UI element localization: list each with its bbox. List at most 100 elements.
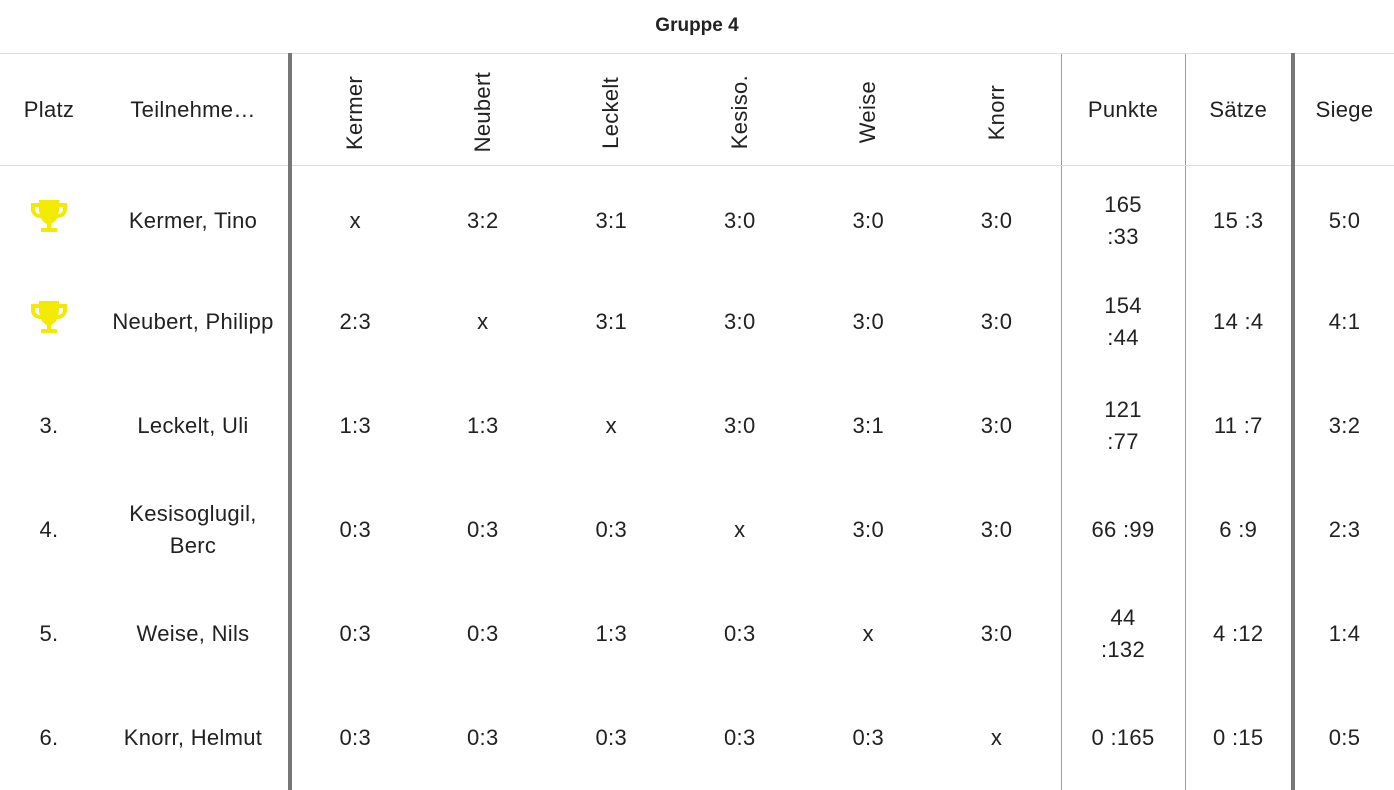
match-result: 3:0 [980,207,1013,233]
platz-cell: 4. [39,516,59,542]
punkte-cell: 154 :44 [1060,269,1185,374]
match-result: 3:1 [852,412,884,438]
header-opponent-1: Kermer [288,53,419,166]
platz-cell [0,166,98,270]
punkte-cell: 0 :165 [1060,685,1185,790]
header-platz: Platz [0,53,98,166]
group-title: Gruppe 4 [655,15,739,36]
match-result: 0:3 [288,477,419,582]
match-result: 3:0 [852,308,884,334]
match-result: 0:3 [724,724,756,750]
header-punkte: Punkte [1060,53,1185,166]
header-opponent-4: Kesiso. [675,53,804,166]
match-result: x [734,516,746,542]
match-result: 0:3 [852,724,884,750]
match-result: x [288,165,419,270]
table-row: Kermer, Tino x 3:2 3:1 3:0 3:0 3:0 165 :33 15 :3… [0,165,1394,270]
match-result: x [605,412,617,438]
header-opponent-2: Neubert [418,53,547,166]
participant-name: Kermer, Tino [128,207,258,233]
siege-cell: 5:0 [1291,165,1394,270]
participant-name: Knorr, Helmut [123,724,263,750]
saetze-cell: 0 :15 [1184,685,1293,790]
header-teilnehmer: Teilnehme… [98,53,290,166]
participant-name: Neubert, Philipp [112,308,274,334]
siege-cell: 4:1 [1291,269,1394,374]
saetze-cell: 11 :7 [1184,373,1293,478]
header-opponent-3: Leckelt [547,53,676,166]
saetze-cell: 15 :3 [1184,165,1293,270]
participant-name: Leckelt, Uli [137,412,249,438]
header-opponent-label: Weise [855,81,881,144]
match-result: 3:0 [852,516,884,542]
match-result: 0:3 [467,516,499,542]
header-opponent-5: Weise [804,53,933,166]
match-result: 1:3 [288,373,419,478]
match-result: 0:3 [288,581,419,686]
platz-cell [0,270,98,374]
match-result: x [990,724,1003,750]
match-result: 0:3 [467,620,499,646]
header-opponent-label: Knorr [983,84,1009,141]
participant-name: Weise, Nils [136,620,250,646]
platz-cell: 6. [39,724,59,750]
match-result: 3:0 [980,516,1013,542]
match-result: 3:1 [595,308,627,334]
punkte-cell: 66 :99 [1060,477,1185,582]
match-result: 3:2 [467,207,499,233]
match-result: 3:0 [724,308,756,334]
match-result: 0:3 [467,724,499,750]
match-result: 3:0 [980,308,1013,334]
punkte-cell: 44 :132 [1060,581,1185,686]
punkte-value: 154 :44 [1104,292,1142,350]
trophy-icon [31,199,67,232]
match-result: 1:3 [467,412,499,438]
header-opponent-6: Knorr [932,53,1061,166]
siege-cell: 0:5 [1291,685,1394,790]
punkte-value: 44 :132 [1100,604,1146,662]
participant-name: Kesisoglugil, Berc [129,500,257,558]
header-row: Platz Teilnehme… Kermer Neubert Leckelt … [0,53,1394,166]
header-opponent-label: Kesiso. [726,75,752,150]
header-opponent-label: Kermer [342,75,368,150]
punkte-cell: 165 :33 [1060,165,1185,270]
table-row: 3. Leckelt, Uli 1:3 1:3 x 3:0 3:1 3:0 121 :77 11 … [0,373,1394,478]
punkte-value: 121 :77 [1104,396,1142,454]
match-result: 3:0 [724,207,756,233]
saetze-cell: 6 :9 [1184,477,1293,582]
platz-cell: 3. [39,412,59,438]
saetze-cell: 14 :4 [1184,269,1293,374]
match-result: 0:3 [724,620,756,646]
table-row: 4. Kesisoglugil, Berc 0:3 0:3 0:3 x 3:0 3:0 66 :… [0,477,1394,582]
match-result: 3:0 [980,412,1013,438]
punkte-value: 165 :33 [1104,191,1142,249]
table-row: 6. Knorr, Helmut 0:3 0:3 0:3 0:3 0:3 x 0 :165 0 :… [0,685,1394,790]
match-result: x [477,308,489,334]
platz-cell: 5. [39,620,59,646]
standings-table: Platz Teilnehme… Kermer Neubert Leckelt … [0,53,1394,790]
siege-cell: 2:3 [1291,477,1394,582]
match-result: 0:3 [288,685,419,790]
match-result: 3:0 [724,412,756,438]
match-result: 0:3 [595,516,627,542]
match-result: 0:3 [595,724,627,750]
punkte-value: 0 :165 [1091,724,1155,750]
header-opponent-label: Leckelt [598,76,624,149]
siege-cell: 1:4 [1291,581,1394,686]
saetze-cell: 4 :12 [1184,581,1293,686]
punkte-value: 66 :99 [1091,516,1155,542]
header-siege: Siege [1291,53,1394,166]
table-row: 5. Weise, Nils 0:3 0:3 1:3 0:3 x 3:0 44 :132 4 :1… [0,581,1394,686]
table-row: Neubert, Philipp 2:3 x 3:1 3:0 3:0 3:0 154 :44 1… [0,269,1394,374]
match-result: 3:0 [852,207,884,233]
match-result: 3:0 [980,620,1013,646]
punkte-cell: 121 :77 [1060,373,1185,478]
siege-cell: 3:2 [1291,373,1394,478]
header-opponent-label: Neubert [469,72,495,153]
match-result: x [862,620,874,646]
match-result: 1:3 [595,620,627,646]
match-result: 3:1 [595,207,627,233]
match-result: 2:3 [288,269,419,374]
header-saetze: Sätze [1184,53,1293,166]
trophy-icon [31,300,67,333]
